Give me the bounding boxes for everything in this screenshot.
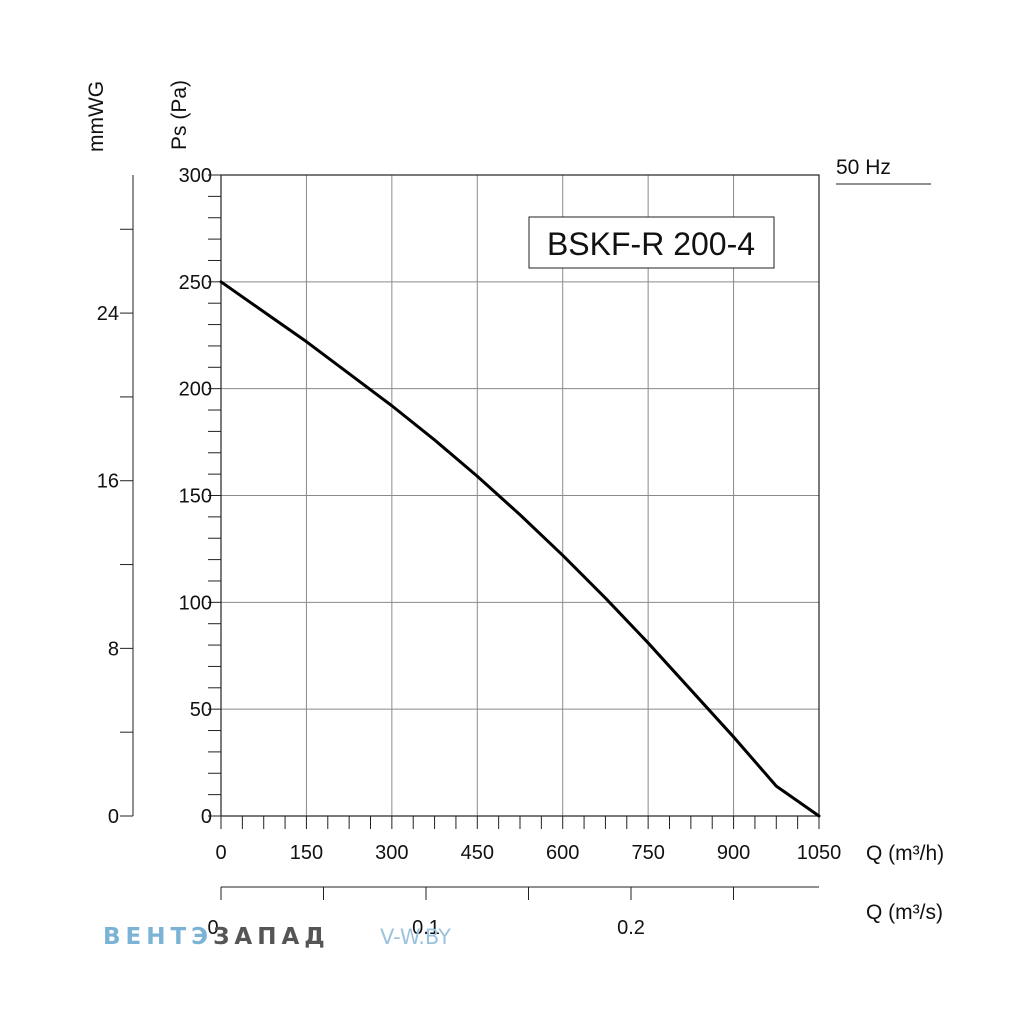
- watermark-brand-part2: ЗАПАД: [213, 924, 330, 950]
- y2-tick-label: 16: [97, 471, 119, 493]
- minor-ticks: [208, 174, 820, 829]
- y2-tick-label: 0: [108, 806, 119, 828]
- x2-tick-label: 0: [207, 917, 218, 939]
- x-tick-label: 1050: [797, 842, 842, 864]
- x2-tick-label: 0.1: [412, 917, 440, 939]
- plot-frame: [220, 174, 820, 817]
- y-tick-label: 200: [179, 379, 212, 401]
- grid: [221, 175, 819, 816]
- y2-tick-label: 8: [108, 638, 119, 660]
- watermark-brand: ВЕНТЭЗАПАД: [103, 924, 330, 950]
- model-label-box: BSKF-R 200-4: [528, 216, 775, 269]
- x-tick-label: 750: [631, 842, 664, 864]
- y2-axis-label: mmWG: [85, 81, 108, 152]
- x-tick-label: 150: [290, 842, 323, 864]
- x-tick-label: 450: [461, 842, 494, 864]
- x-tick-label: 0: [215, 842, 226, 864]
- x2-axis-label: Q (m³/s): [866, 901, 943, 924]
- y-tick-label: 150: [179, 486, 212, 508]
- y-tick-label: 0: [201, 806, 212, 828]
- y-axis-ticks: 0 50 100 150 200 250 300: [179, 165, 212, 828]
- pressure-curve: [219, 280, 821, 818]
- watermark-site: V-W.BY: [380, 925, 451, 949]
- frequency-label: 50 Hz: [836, 156, 891, 179]
- y-tick-label: 100: [179, 592, 212, 614]
- x-axis-ticks: 0 150 300 450 600 750 900 1050: [215, 842, 841, 864]
- x-tick-label: 600: [546, 842, 579, 864]
- y-axis-label: Ps (Pa): [168, 80, 191, 150]
- y-tick-label: 300: [179, 165, 212, 187]
- watermark-brand-part1: ВЕНТЭ: [103, 924, 213, 950]
- x2-tick-label: 0.2: [617, 917, 645, 939]
- y2-tick-label: 24: [97, 303, 119, 325]
- y-tick-label: 250: [179, 272, 212, 294]
- x-tick-label: 300: [375, 842, 408, 864]
- series-layer: [219, 280, 821, 818]
- y-tick-label: 50: [190, 699, 212, 721]
- y2-axis-ticks: 0 8 16 24: [97, 228, 133, 828]
- x-tick-label: 900: [717, 842, 750, 864]
- x2-axis-ticks: 0 0.1 0.2: [207, 887, 735, 939]
- x-axis-label: Q (m³/h): [866, 842, 944, 865]
- model-label: BSKF-R 200-4: [547, 226, 755, 262]
